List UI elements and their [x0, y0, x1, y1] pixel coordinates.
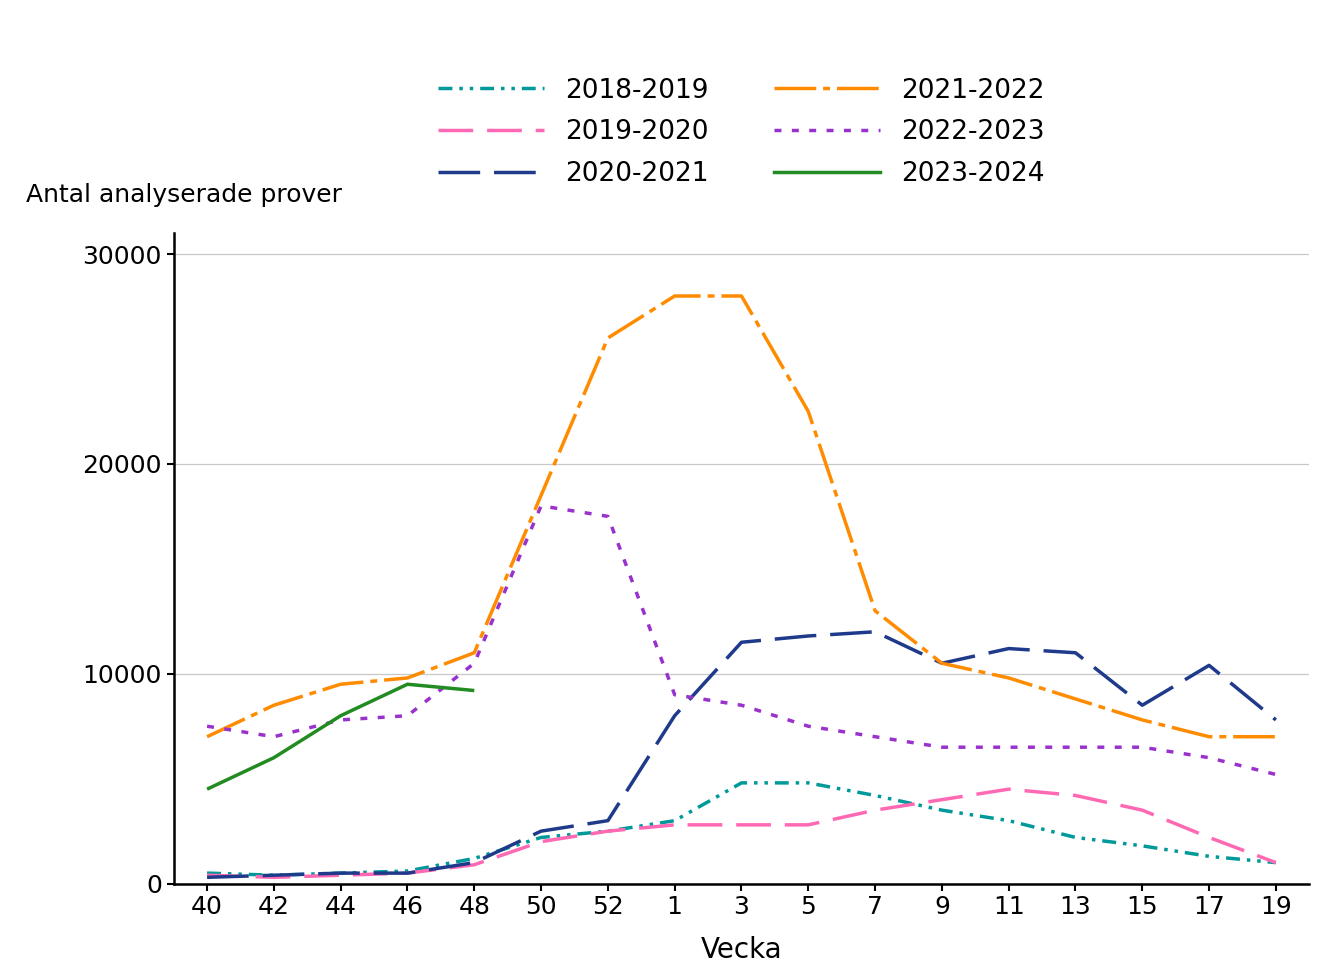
Legend: 2018-2019, 2019-2020, 2020-2021, 2021-2022, 2022-2023, 2023-2024: 2018-2019, 2019-2020, 2020-2021, 2021-20… — [438, 78, 1045, 187]
X-axis label: Vecka: Vecka — [700, 936, 783, 964]
Text: Antal analyserade prover: Antal analyserade prover — [27, 183, 342, 207]
